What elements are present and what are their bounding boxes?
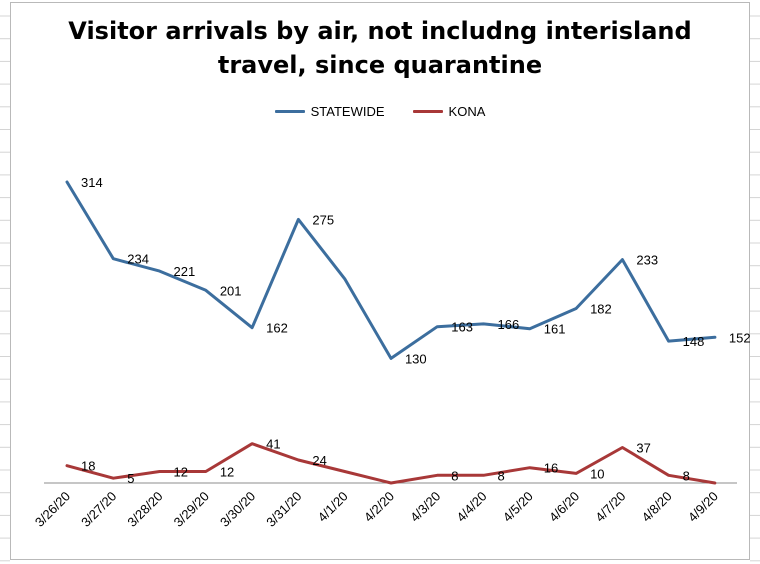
x-tick-label: 4/1/20 <box>315 489 351 525</box>
data-label-statewide: 152 <box>729 330 751 345</box>
data-point-kona <box>713 481 717 485</box>
data-label-statewide: 314 <box>81 175 103 190</box>
legend-item-statewide: STATEWIDE <box>274 103 385 119</box>
data-point-kona <box>667 473 671 477</box>
x-tick-label: 3/28/20 <box>124 489 165 530</box>
data-point-kona <box>620 446 624 450</box>
data-label-kona: 12 <box>174 464 188 479</box>
data-point-kona <box>343 469 347 473</box>
data-point-statewide <box>482 322 486 326</box>
x-tick-label: 4/8/20 <box>639 489 675 525</box>
series-line-kona <box>65 442 717 485</box>
data-point-statewide <box>250 326 254 330</box>
data-point-statewide <box>343 277 347 281</box>
data-label-kona: 16 <box>544 461 558 476</box>
data-point-statewide <box>65 180 69 184</box>
data-label-statewide: 166 <box>498 317 520 332</box>
data-point-statewide <box>389 356 393 360</box>
x-tick-label: 3/27/20 <box>78 489 119 530</box>
x-tick-label: 4/6/20 <box>546 489 582 525</box>
data-label-kona: 8 <box>683 468 690 483</box>
data-point-statewide <box>204 288 208 292</box>
data-point-kona <box>389 481 393 485</box>
data-point-statewide <box>620 258 624 262</box>
data-label-statewide: 221 <box>174 264 196 279</box>
chart-title-line-2: travel, since quarantine <box>217 51 543 79</box>
chart-title: Visitor arrivals by air, not includng in… <box>0 14 760 82</box>
x-tick-label: 4/5/20 <box>500 489 536 525</box>
data-point-kona <box>250 442 254 446</box>
data-point-statewide <box>296 217 300 221</box>
data-label-kona: 37 <box>636 441 650 456</box>
x-tick-label: 4/2/20 <box>361 489 397 525</box>
data-point-kona <box>574 471 578 475</box>
data-label-statewide: 234 <box>127 252 149 267</box>
data-label-kona: 8 <box>498 468 505 483</box>
x-tick-label: 4/4/20 <box>453 489 489 525</box>
data-label-kona: 18 <box>81 459 95 474</box>
data-label-statewide: 233 <box>636 253 658 268</box>
data-point-statewide <box>111 257 115 261</box>
data-point-kona <box>158 469 162 473</box>
data-label-kona: 12 <box>220 464 234 479</box>
data-label-statewide: 161 <box>544 322 566 337</box>
data-point-kona <box>65 464 69 468</box>
chart-title-line-1: Visitor arrivals by air, not includng in… <box>68 17 692 45</box>
data-label-kona: 5 <box>127 471 134 486</box>
data-point-kona <box>482 473 486 477</box>
data-point-kona <box>435 473 439 477</box>
data-point-kona <box>528 466 532 470</box>
data-point-statewide <box>667 339 671 343</box>
legend-swatch-kona <box>412 109 443 113</box>
chart-area[interactable] <box>10 2 750 560</box>
x-tick-label: 4/3/20 <box>407 489 443 525</box>
data-label-statewide: 201 <box>220 283 242 298</box>
legend-label-statewide: STATEWIDE <box>310 103 385 119</box>
legend-label-kona: KONA <box>448 103 486 119</box>
x-tick-label: 4/7/20 <box>592 489 628 525</box>
data-point-statewide <box>574 307 578 311</box>
legend-item-kona: KONA <box>412 103 486 119</box>
data-point-statewide <box>713 335 717 339</box>
x-tick-label: 3/30/20 <box>217 489 258 530</box>
data-label-kona: 24 <box>312 453 326 468</box>
data-label-statewide: 162 <box>266 321 288 336</box>
data-label-statewide: 275 <box>312 212 334 227</box>
legend-swatch-statewide <box>274 109 305 113</box>
data-label-statewide: 163 <box>451 320 473 335</box>
legend: STATEWIDE KONA <box>0 101 760 121</box>
data-point-statewide <box>528 327 532 331</box>
data-label-kona: 41 <box>266 437 280 452</box>
series-line-statewide <box>65 180 717 360</box>
x-tick-label: 3/31/20 <box>263 489 304 530</box>
x-tick-label: 3/29/20 <box>171 489 212 530</box>
data-label-statewide: 148 <box>683 334 705 349</box>
data-point-statewide <box>435 325 439 329</box>
data-point-statewide <box>158 269 162 273</box>
data-label-kona: 10 <box>590 466 604 481</box>
data-point-kona <box>111 476 115 480</box>
data-point-kona <box>204 469 208 473</box>
x-tick-label: 4/9/20 <box>685 489 721 525</box>
data-label-statewide: 130 <box>405 351 427 366</box>
x-tick-label: 3/26/20 <box>32 489 73 530</box>
data-label-kona: 8 <box>451 468 458 483</box>
data-label-statewide: 182 <box>590 302 612 317</box>
data-point-kona <box>296 458 300 462</box>
